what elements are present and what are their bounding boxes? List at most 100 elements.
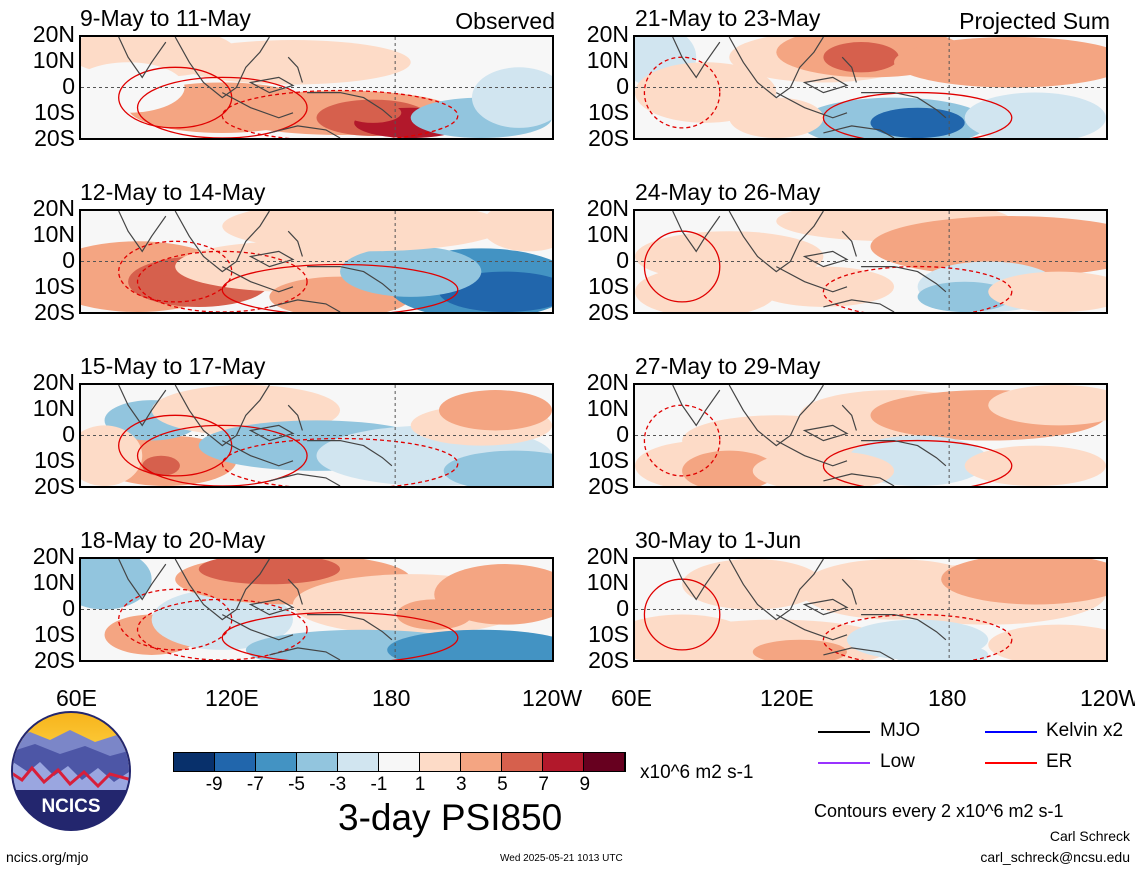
coastline xyxy=(174,559,270,621)
lat-label: 0 xyxy=(62,595,75,621)
legend-label: Low xyxy=(880,751,915,772)
anomaly-shading xyxy=(142,455,180,476)
colorbar-label: -5 xyxy=(288,774,305,795)
lon-label: 120E xyxy=(760,685,814,711)
lat-label: 20N xyxy=(586,21,629,47)
er-contour xyxy=(822,91,1013,138)
colorbar-label: -9 xyxy=(205,774,223,795)
coastline xyxy=(861,440,947,467)
lat-label: 10N xyxy=(32,221,75,247)
panel-title: 21-May to 23-May xyxy=(635,5,821,31)
legend-label: MJO xyxy=(880,720,921,741)
colorbar-label: 5 xyxy=(497,774,508,795)
lon-label: 120E xyxy=(205,685,259,711)
anomaly-shading xyxy=(81,62,185,113)
lat-label: 10S xyxy=(588,99,629,125)
lat-label: 20S xyxy=(34,125,75,151)
coastline xyxy=(823,647,895,660)
coastline xyxy=(841,578,857,605)
colorbar-swatch xyxy=(543,753,584,771)
coastline xyxy=(672,37,721,79)
coastline xyxy=(776,440,848,467)
colorbar-label: -7 xyxy=(246,774,264,795)
coastline xyxy=(222,614,294,641)
lat-label: 0 xyxy=(616,73,629,99)
colorbar-swatch xyxy=(256,753,297,771)
coastline xyxy=(728,37,824,99)
lat-label: 10S xyxy=(588,273,629,299)
lat-label: 10N xyxy=(32,395,75,421)
lat-label: 20N xyxy=(32,369,75,395)
panel-tag: Projected Sum xyxy=(959,8,1110,34)
er-contour xyxy=(221,89,459,138)
coastline xyxy=(823,299,895,312)
anomaly-shading xyxy=(964,445,1106,486)
lon-label: 180 xyxy=(372,685,411,711)
coastline xyxy=(287,404,303,431)
er-contour xyxy=(136,250,308,312)
psi850-map-panel xyxy=(79,383,554,488)
coastline xyxy=(841,56,857,83)
anomaly-shading xyxy=(870,107,965,138)
lat-label: 20N xyxy=(586,543,629,569)
coastline xyxy=(307,92,393,119)
coastline xyxy=(287,56,303,83)
contour-note: Contours every 2 x10^6 m2 s-1 xyxy=(814,801,1064,821)
ncics-logo: NCICS xyxy=(10,710,132,832)
colorbar xyxy=(173,752,626,772)
legend-label: ER xyxy=(1046,751,1073,772)
coastline xyxy=(841,404,857,431)
lat-label: 10S xyxy=(588,447,629,473)
anomaly-shading xyxy=(81,559,152,610)
anomaly-shading xyxy=(481,211,552,252)
coastline xyxy=(269,125,341,138)
lat-label: 10S xyxy=(34,273,75,299)
lat-label: 20S xyxy=(34,473,75,499)
anomaly-shading xyxy=(198,559,341,585)
anomaly-shading xyxy=(635,231,824,282)
colorbar-swatch xyxy=(461,753,502,771)
coastline xyxy=(222,92,294,119)
lon-label: 60E xyxy=(611,685,652,711)
panel-title: 15-May to 17-May xyxy=(80,353,266,379)
coastline xyxy=(118,211,167,253)
coastline xyxy=(269,647,341,660)
legend-swatch-kelvin xyxy=(985,731,1037,733)
coastline xyxy=(287,230,303,257)
colorbar-label: 9 xyxy=(579,774,591,795)
author-email[interactable]: carl_schreck@ncsu.edu xyxy=(980,849,1130,865)
anomaly-shading xyxy=(823,42,899,73)
lat-label: 0 xyxy=(62,421,75,447)
panel-title: 18-May to 20-May xyxy=(80,527,266,553)
anomaly-shading xyxy=(222,211,505,252)
lat-label: 10S xyxy=(588,621,629,647)
colorbar-swatch xyxy=(297,753,338,771)
colorbar-swatch xyxy=(174,753,215,771)
coastline xyxy=(728,559,824,621)
anomaly-shading xyxy=(894,37,1106,88)
anomaly-shading xyxy=(988,624,1106,660)
lat-label: 10N xyxy=(586,569,629,595)
lat-label: 0 xyxy=(62,73,75,99)
lon-label: 60E xyxy=(56,685,97,711)
colorbar-label: 1 xyxy=(414,774,426,795)
coastline xyxy=(802,598,849,616)
psi850-map-panel xyxy=(79,209,554,314)
er-contour xyxy=(822,439,1013,486)
coastline xyxy=(672,559,721,601)
anomaly-shading xyxy=(729,97,824,138)
lat-label: 20S xyxy=(34,299,75,325)
anomaly-shading xyxy=(340,246,482,297)
coastline xyxy=(118,559,167,601)
coastline xyxy=(174,385,270,447)
anomaly-shading xyxy=(752,639,847,660)
panel-title: 12-May to 14-May xyxy=(80,179,266,205)
psi850-map-panel xyxy=(79,35,554,140)
lat-label: 10N xyxy=(32,47,75,73)
lat-label: 20S xyxy=(588,125,629,151)
site-link[interactable]: ncics.org/mjo xyxy=(6,849,89,865)
coastline xyxy=(307,440,393,467)
coastline xyxy=(118,385,167,427)
coastline xyxy=(118,37,167,79)
anomaly-shading xyxy=(81,425,143,486)
